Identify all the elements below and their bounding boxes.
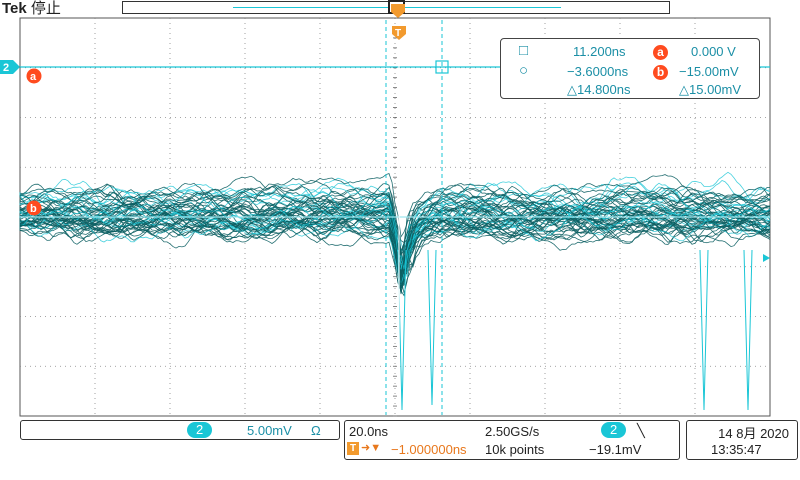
cursor-intersection-square[interactable] xyxy=(435,60,449,74)
marker-a-label: a xyxy=(30,71,37,83)
cursor-b-value: −15.00mV xyxy=(679,64,739,79)
marker-a-badge: a xyxy=(653,44,668,60)
time-display: 13:35:47 xyxy=(711,442,762,457)
sample-rate: 2.50GS/s xyxy=(485,424,540,439)
brand-logo: Tek xyxy=(2,0,27,17)
channel-2-scale: 5.00mV xyxy=(247,423,292,438)
cursor-readout-panel: □ 11.200ns a 0.000 V ○ −3.6000ns b −15.0… xyxy=(500,38,760,99)
marker-a-icon[interactable] xyxy=(26,68,42,84)
horizontal-trigger-settings[interactable]: 20.0ns 2.50GS/s 2 ╲ T ➜▼ −1.000000ns 10k… xyxy=(344,420,680,460)
square-cursor-icon: □ xyxy=(519,42,529,59)
marker-b-badge: b xyxy=(653,64,668,80)
trigger-arrow-icon: ➜▼ xyxy=(361,442,382,454)
record-length: 10k points xyxy=(485,442,545,457)
delta-time: △14.800ns xyxy=(567,82,631,97)
datetime-box: 14 8月 2020 13:35:47 xyxy=(686,420,798,460)
acquisition-status: 停止 xyxy=(30,0,61,17)
trigger-slope-icon: ╲ xyxy=(637,423,645,438)
channel-2-marker-label: 2 xyxy=(3,62,9,74)
trigger-position-marker-top[interactable] xyxy=(391,4,405,18)
brand-status: Tek 停止 xyxy=(2,0,61,18)
trigger-position-value: −1.000000ns xyxy=(391,442,467,457)
channel-2-badge: 2 xyxy=(187,422,213,438)
trigger-level: −19.1mV xyxy=(589,442,642,457)
marker-b-icon[interactable] xyxy=(26,200,42,216)
channel-2-offset-marker[interactable] xyxy=(0,60,20,74)
time-per-division: 20.0ns xyxy=(349,424,389,439)
cursor-a-value: 0.000 V xyxy=(691,44,736,59)
trigger-position-marker[interactable] xyxy=(392,26,406,40)
circle-cursor-icon: ○ xyxy=(519,62,529,79)
circle-cursor-time: −3.6000ns xyxy=(567,64,629,79)
trigger-level-marker[interactable] xyxy=(763,254,770,262)
square-cursor-time: 11.200ns xyxy=(573,44,626,59)
channel-2-termination-icon: Ω xyxy=(311,423,321,438)
trigger-source-badge: 2 xyxy=(601,422,627,438)
waveform-display[interactable]: 2 a b T xyxy=(0,0,800,418)
delta-value: △15.00mV xyxy=(679,82,742,97)
trigger-icon: T xyxy=(347,442,359,455)
date-display: 14 8月 2020 xyxy=(718,426,789,441)
trigger-marker-label: T xyxy=(395,28,401,39)
marker-b-label: b xyxy=(30,203,37,215)
channel-2-settings[interactable]: 2 5.00mV Ω xyxy=(20,420,340,440)
bottom-status-bar: 2 5.00mV Ω 20.0ns 2.50GS/s 2 ╲ T ➜▼ −1.0… xyxy=(0,418,800,480)
